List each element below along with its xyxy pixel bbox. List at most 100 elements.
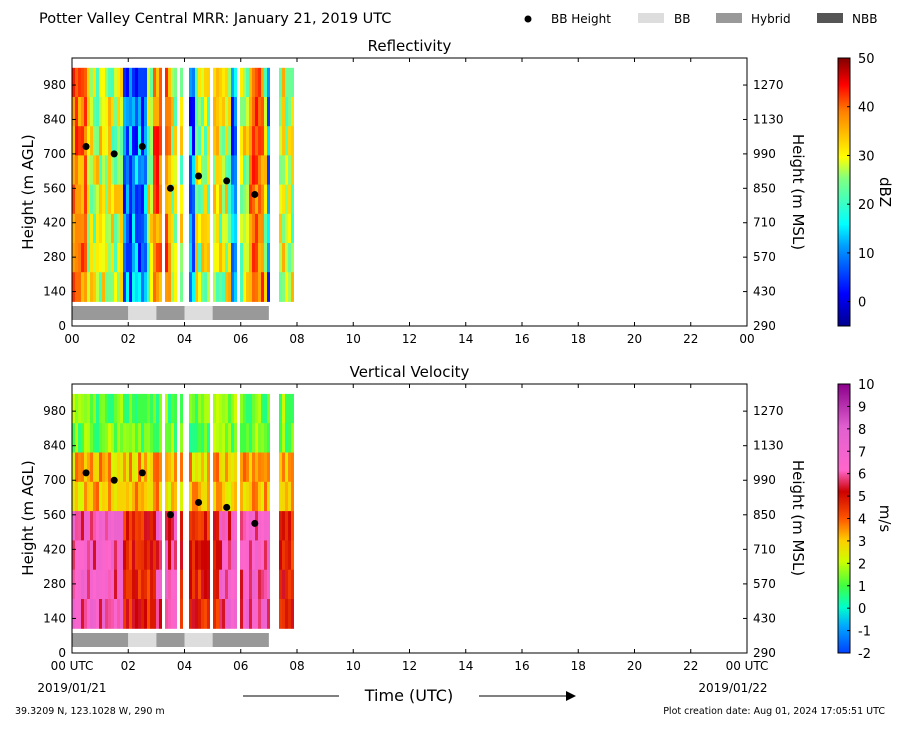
heatmap-cell (201, 126, 204, 156)
bb-height-point (223, 177, 231, 185)
heatmap-cell (102, 481, 105, 512)
heatmap-cell (258, 184, 261, 215)
heatmap-cell (147, 423, 150, 453)
heatmap-cell (117, 481, 120, 512)
heatmap-cell (126, 126, 129, 156)
heatmap-cell (243, 540, 246, 571)
heatmap-cell (153, 393, 156, 424)
heatmap-cell (279, 393, 282, 424)
heatmap-cell (84, 213, 87, 244)
heatmap-cell (96, 155, 99, 186)
heatmap-cell (249, 126, 252, 156)
heatmap-cell (171, 184, 174, 215)
heatmap-cell (216, 272, 219, 302)
y-tick-label: 140 (43, 611, 66, 625)
heatmap-cell (117, 213, 120, 244)
heatmap-cell (96, 243, 99, 273)
heatmap-cell (207, 184, 210, 215)
heatmap-cell (201, 243, 204, 273)
heatmap-cell (213, 569, 216, 600)
heatmap-cell (120, 97, 123, 127)
heatmap-cell (180, 155, 183, 186)
heatmap-cell (207, 511, 210, 541)
heatmap-cell (153, 511, 156, 541)
bb-height-point (195, 498, 203, 506)
heatmap-cell (72, 67, 75, 98)
heatmap-cell (288, 184, 291, 215)
heatmap-cell (168, 452, 171, 483)
heatmap-cell (75, 155, 78, 186)
heatmap-cell (192, 540, 195, 571)
heatmap-cell (171, 393, 174, 424)
heatmap-cell (138, 452, 141, 483)
heatmap-cell (252, 393, 255, 424)
heatmap-cell (264, 481, 267, 512)
heatmap-cell (285, 452, 288, 483)
heatmap-cell (144, 599, 147, 629)
heatmap-cell (108, 511, 111, 541)
heatmap-cell (261, 184, 264, 215)
heatmap-cell (207, 423, 210, 453)
bb-height-point (110, 150, 118, 158)
heatmap-cell (267, 184, 270, 215)
heatmap-cell (264, 393, 267, 424)
heatmap-cell (111, 126, 114, 156)
heatmap-cell (216, 452, 219, 483)
heatmap-cell (216, 569, 219, 600)
heatmap-cell (261, 599, 264, 629)
heatmap-cell (147, 67, 150, 98)
heatmap-cell (228, 155, 231, 186)
heatmap-cell (147, 569, 150, 600)
colorbar-tick-label: 8 (858, 423, 866, 438)
heatmap-cell (81, 452, 84, 483)
bb-height-point (82, 143, 90, 151)
heatmap-cell (189, 272, 192, 302)
heatmap-cell (138, 243, 141, 273)
heatmap-cell (192, 243, 195, 273)
heatmap-cell (117, 423, 120, 453)
heatmap-cell (282, 423, 285, 453)
heatmap-cell (102, 97, 105, 127)
heatmap-cell (132, 540, 135, 571)
bb-height-point (166, 511, 174, 519)
heatmap-cell (246, 569, 249, 600)
heatmap-cell (171, 67, 174, 98)
heatmap-cell (111, 569, 114, 600)
y-tick-label: 980 (43, 404, 66, 418)
legend-swatch-hybrid (716, 13, 742, 23)
heatmap-cell (204, 243, 207, 273)
heatmap-cell (204, 126, 207, 156)
bb-type-segment (212, 633, 269, 647)
heatmap-cell (111, 423, 114, 453)
heatmap-cell (216, 393, 219, 424)
heatmap-cell (138, 126, 141, 156)
heatmap-cell (144, 243, 147, 273)
heatmap-cell (135, 599, 138, 629)
heatmap-cell (108, 213, 111, 244)
heatmap-cell (123, 540, 126, 571)
heatmap-cell (258, 126, 261, 156)
heatmap-cell (99, 511, 102, 541)
heatmap-cell (81, 213, 84, 244)
heatmap-cell (147, 481, 150, 512)
heatmap-cell (267, 393, 270, 424)
heatmap-cell (129, 452, 132, 483)
heatmap-cell (255, 126, 258, 156)
heatmap-cell (240, 423, 243, 453)
heatmap-cell (81, 155, 84, 186)
heatmap-cell (105, 540, 108, 571)
heatmap-cell (198, 452, 201, 483)
heatmap-cell (132, 423, 135, 453)
heatmap-cell (165, 452, 168, 483)
heatmap-cell (99, 126, 102, 156)
x-tick-label: 08 (289, 332, 304, 346)
y-tick-label-right: 570 (753, 577, 776, 591)
heatmap-cell (219, 423, 222, 453)
heatmap-cell (180, 599, 183, 629)
colorbar-tick-label: 5 (858, 490, 866, 505)
heatmap-cell (222, 540, 225, 571)
heatmap-cell (216, 155, 219, 186)
heatmap-cell (279, 67, 282, 98)
heatmap-cell (231, 569, 234, 600)
